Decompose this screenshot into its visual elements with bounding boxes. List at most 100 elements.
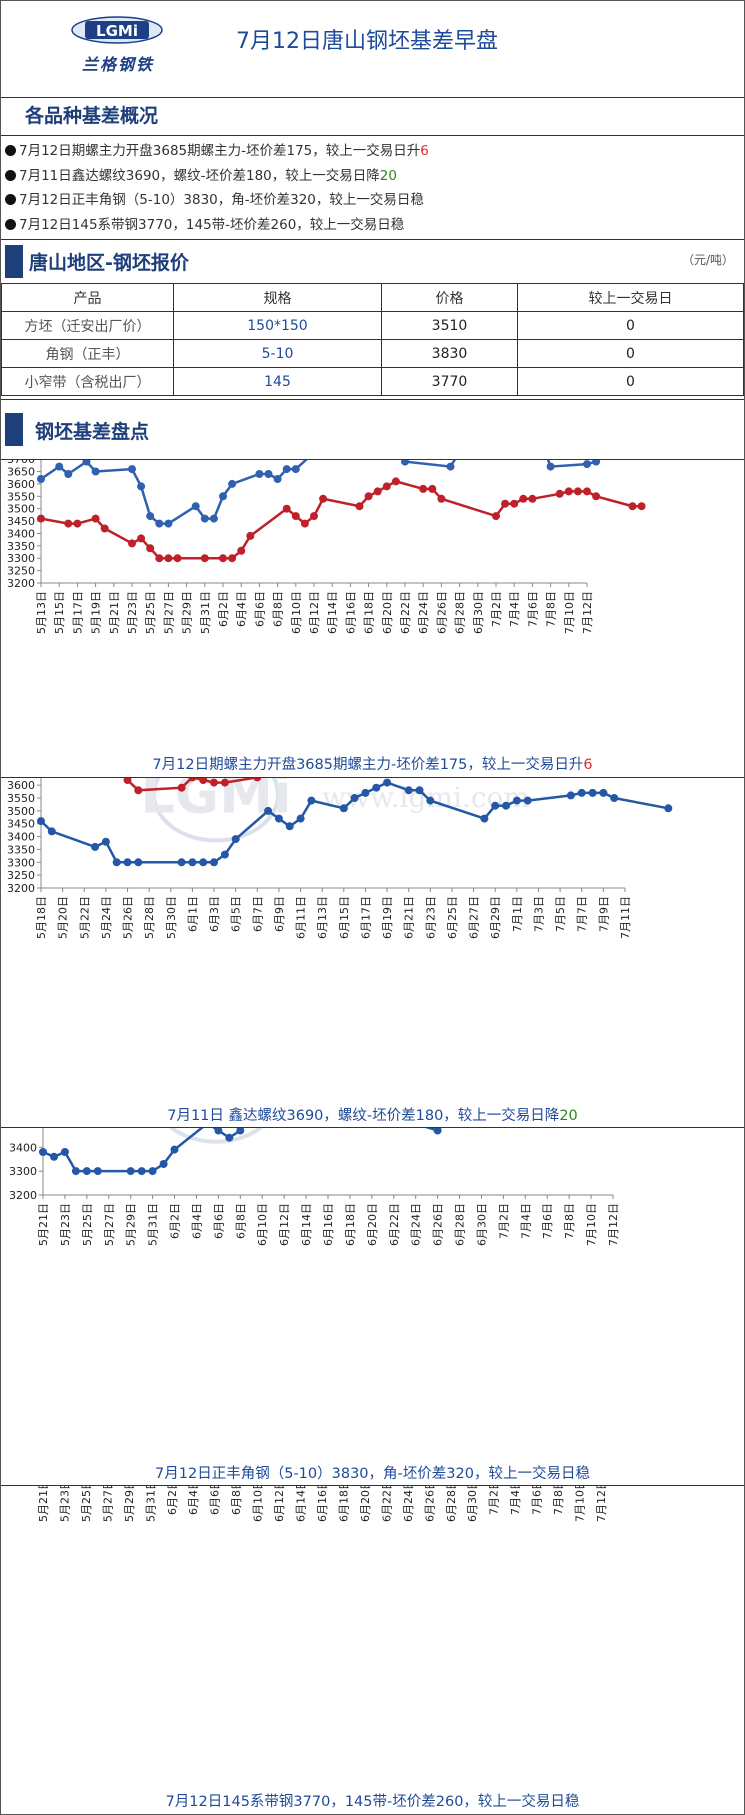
data-point (599, 788, 608, 797)
x-tick-label: 6月14日 (300, 1203, 313, 1246)
data-point (137, 1167, 146, 1176)
x-tick-label: 6月10日 (252, 1486, 265, 1522)
x-tick-label: 6月14日 (295, 1486, 308, 1522)
chart-caption-change: 20 (559, 1108, 578, 1124)
data-point (253, 778, 262, 782)
data-point (200, 554, 209, 563)
x-tick-label: 6月5日 (230, 896, 243, 932)
page-title: 7月12日唐山钢坯基差早盘 (236, 29, 498, 54)
x-tick-label: 6月6日 (253, 591, 266, 627)
x-tick-label: 5月29日 (123, 1486, 136, 1522)
x-tick-label: 6月20日 (359, 1486, 372, 1522)
x-tick-label: 6月9日 (273, 896, 286, 932)
data-point (210, 858, 218, 867)
x-tick-label: 5月15日 (53, 591, 66, 634)
data-point (219, 492, 227, 501)
data-point (273, 475, 282, 483)
x-tick-label: 5月19日 (90, 591, 103, 634)
data-point (274, 814, 283, 823)
cell-product: 小窄带（含税出厂） (1, 367, 174, 396)
x-tick-label: 5月29日 (125, 1203, 138, 1246)
header: LGMi 兰格钢铁 7月12日唐山钢坯基差早盘 (1, 1, 744, 98)
x-tick-label: 6月20日 (381, 591, 394, 634)
section-marker (5, 413, 23, 446)
y-tick-label: 3700 (7, 460, 35, 466)
chart-canvas: LGMi www.lgmi.com 320032503300335034003450… (7, 778, 673, 939)
data-point (255, 470, 264, 478)
data-point (446, 462, 455, 471)
data-point (210, 778, 218, 787)
x-tick-label: 7月6日 (526, 591, 539, 627)
watermark-logo-icon (168, 1128, 264, 1144)
unit-label: （元/吨） (681, 253, 734, 267)
y-tick-label: 3500 (7, 503, 35, 516)
section-marker (5, 245, 23, 278)
x-tick-label: 7月8日 (552, 1486, 565, 1515)
overview-item-text: 7月12日期螺主力开盘3685期螺主力-坯价差175，较上一交易日升 (19, 143, 421, 159)
y-tick-label: 3350 (7, 540, 35, 553)
data-point (177, 783, 186, 792)
x-tick-label: 6月18日 (337, 1486, 350, 1522)
data-point (91, 514, 100, 523)
x-tick-label: 6月24日 (417, 591, 430, 634)
y-tick-label: 3300 (7, 552, 35, 565)
x-tick-label: 7月6日 (541, 1203, 554, 1239)
y-tick-label: 3250 (7, 565, 35, 578)
x-tick-label: 6月1日 (186, 896, 199, 932)
overview-item-change: 20 (379, 167, 397, 184)
x-tick-label: 6月11日 (295, 896, 308, 939)
data-point (361, 788, 370, 797)
series-line (42, 1128, 442, 1173)
data-point (228, 554, 237, 563)
overview-title: 各品种基差概况 (25, 105, 159, 127)
chart-caption-text: 7月12日正丰角钢（5-10）3830，角-坯价差320，较上一交易日稳 (155, 1466, 590, 1482)
chart-caption-text: 7月11日 鑫达螺纹3690，螺纹-坯价差180，较上一交易日降 (167, 1108, 560, 1124)
data-point (137, 482, 146, 491)
data-point (39, 1148, 47, 1156)
x-tick-label: 7月10日 (585, 1203, 598, 1246)
x-tick-label: 6月8日 (234, 1203, 247, 1239)
bullet-dot-icon (5, 218, 16, 230)
x-tick-label: 7月10日 (574, 1486, 587, 1522)
data-point (564, 487, 573, 496)
x-tick-label: 6月28日 (454, 1203, 467, 1246)
x-tick-label: 6月2日 (217, 591, 230, 627)
chart-caption: 7月11日 鑫达螺纹3690，螺纹-坯价差180，较上一交易日降20 (1, 1104, 744, 1125)
data-point (480, 814, 489, 823)
y-tick-label: 3550 (7, 792, 35, 805)
x-tick-label: 6月18日 (344, 1203, 357, 1246)
data-point (37, 817, 45, 826)
x-tick-label: 6月13日 (316, 896, 329, 939)
x-tick-label: 6月28日 (454, 591, 467, 634)
data-point (310, 512, 318, 521)
x-tick-label: 5月18日 (35, 896, 48, 939)
x-tick-label: 5月23日 (126, 591, 139, 634)
x-tick-label: 7月4日 (519, 1203, 532, 1239)
data-point (573, 487, 582, 496)
overview-item: 7月12日145系带钢3770，145带-坯价差260，较上一交易日稳 (5, 213, 429, 238)
x-tick-label: 6月2日 (166, 1486, 179, 1515)
chart-rebar-billet: LGMi www.lgmi.com 3200 3250 3300 3350 3400 3450… (1, 777, 744, 1128)
x-tick-label: 6月26日 (435, 591, 448, 634)
cell-product: 方坯（迁安出厂价） (1, 311, 174, 340)
data-point (148, 1167, 157, 1176)
data-point (164, 519, 173, 528)
x-tick-label: 7月8日 (545, 591, 558, 627)
data-point (209, 514, 218, 523)
data-point (73, 519, 82, 528)
x-tick-label: 5月29日 (181, 591, 194, 634)
logo-text: LGMi (96, 22, 138, 40)
y-tick-label: 3200 (7, 882, 35, 895)
series-line (40, 460, 597, 525)
overview-item-text: 7月12日145系带钢3770，145带-坯价差260，较上一交易日稳 (19, 216, 405, 233)
y-tick-label: 3350 (7, 843, 35, 856)
table-row: 方坯（迁安出厂价） 150*150 3510 0 (1, 311, 744, 340)
basis-section-title: 钢坯基差盘点 (35, 421, 150, 443)
x-tick-label: 6月30日 (472, 591, 485, 634)
x-tick-label: 5月27日 (103, 1203, 116, 1246)
x-tick-label: 6月29日 (489, 896, 502, 939)
data-point (199, 858, 208, 867)
quote-section-header: 唐山地区-钢坯报价 (1, 239, 744, 284)
